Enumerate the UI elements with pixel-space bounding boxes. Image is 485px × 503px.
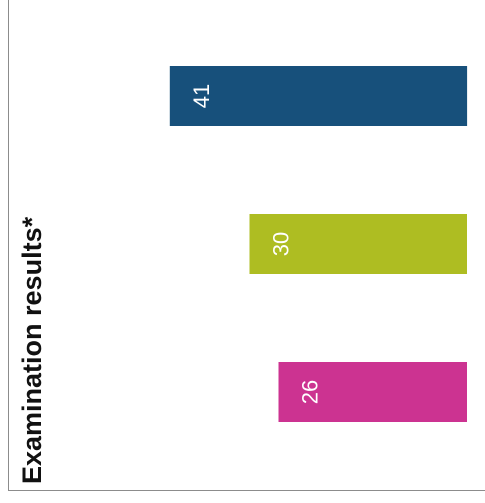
bars-layer: 41 30 26: [169, 66, 468, 422]
bar-3: [278, 362, 467, 422]
bar-value-label-3: 26: [298, 380, 323, 404]
y-axis-title: Examination results*: [17, 216, 47, 484]
bar-1: [169, 66, 468, 126]
bar-2: [249, 214, 467, 274]
bar-value-label-2: 30: [269, 232, 294, 256]
bar-value-label-1: 41: [189, 84, 214, 108]
